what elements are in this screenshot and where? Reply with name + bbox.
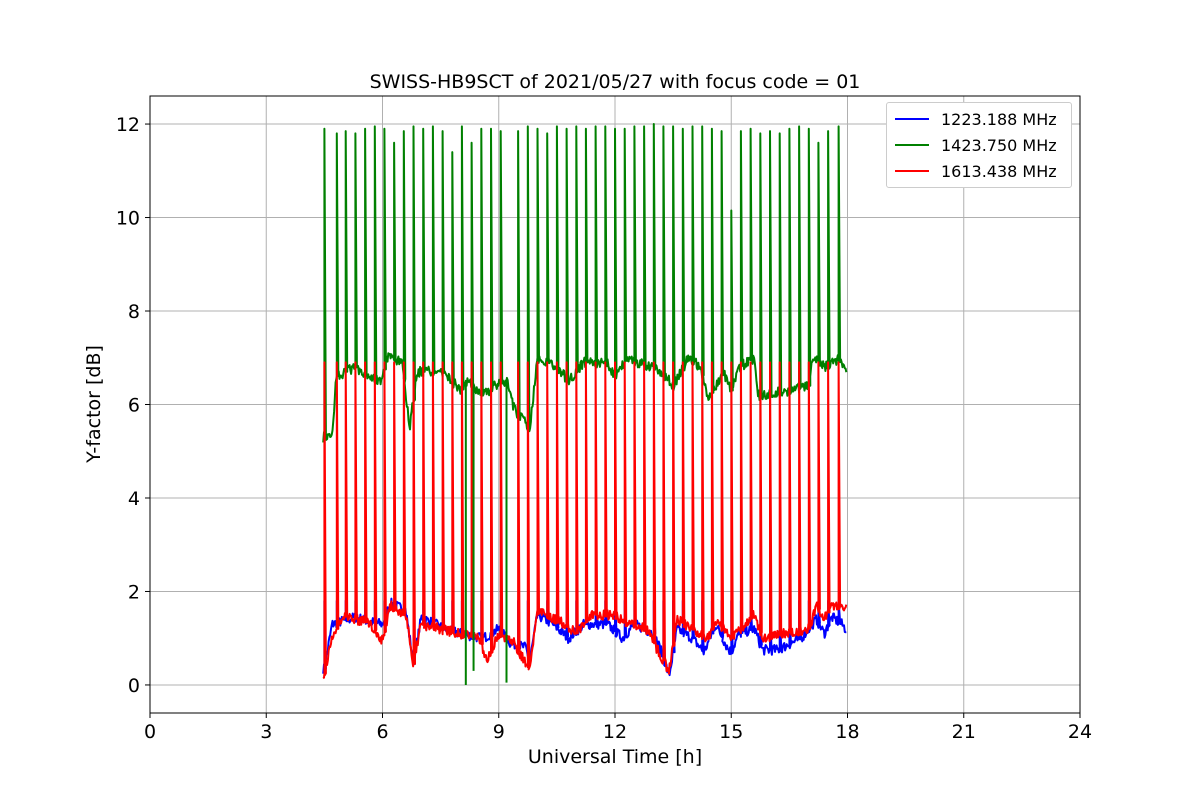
y-tick-label: 0	[128, 675, 140, 697]
x-tick-label: 6	[376, 721, 388, 743]
legend-entry-1223: 1223.188 MHz	[895, 109, 1057, 129]
legend: 1223.188 MHz 1423.750 MHz 1613.438 MHz	[886, 102, 1072, 188]
x-tick-label: 24	[1068, 721, 1092, 743]
legend-swatch-red	[895, 170, 929, 172]
y-tick-label: 6	[128, 395, 140, 417]
legend-entry-1423: 1423.750 MHz	[895, 135, 1057, 155]
series-line-1423750	[322, 123, 848, 443]
legend-label: 1223.188 MHz	[941, 109, 1057, 129]
legend-label: 1613.438 MHz	[941, 161, 1057, 181]
legend-swatch-green	[895, 144, 929, 146]
plot-area	[322, 123, 848, 685]
y-axis-label: Y-factor [dB]	[83, 345, 105, 464]
x-tick-label: 15	[719, 721, 743, 743]
x-tick-label: 12	[603, 721, 627, 743]
y-tick-label: 10	[116, 208, 140, 230]
y-tick-label: 12	[116, 114, 140, 136]
x-tick-label: 18	[835, 721, 859, 743]
legend-swatch-blue	[895, 118, 929, 120]
legend-entry-1613: 1613.438 MHz	[895, 161, 1057, 181]
x-axis-label: Universal Time [h]	[528, 746, 702, 768]
y-tick-label: 8	[128, 301, 140, 323]
x-tick-label: 0	[144, 721, 156, 743]
y-tick-label: 2	[128, 581, 140, 603]
legend-label: 1423.750 MHz	[941, 135, 1057, 155]
x-tick-label: 21	[952, 721, 976, 743]
y-tick-label: 4	[128, 488, 140, 510]
chart-title: SWISS-HB9SCT of 2021/05/27 with focus co…	[370, 71, 861, 93]
x-tick-label: 9	[493, 721, 505, 743]
series-line-1613438	[322, 361, 848, 680]
x-tick-label: 3	[260, 721, 272, 743]
